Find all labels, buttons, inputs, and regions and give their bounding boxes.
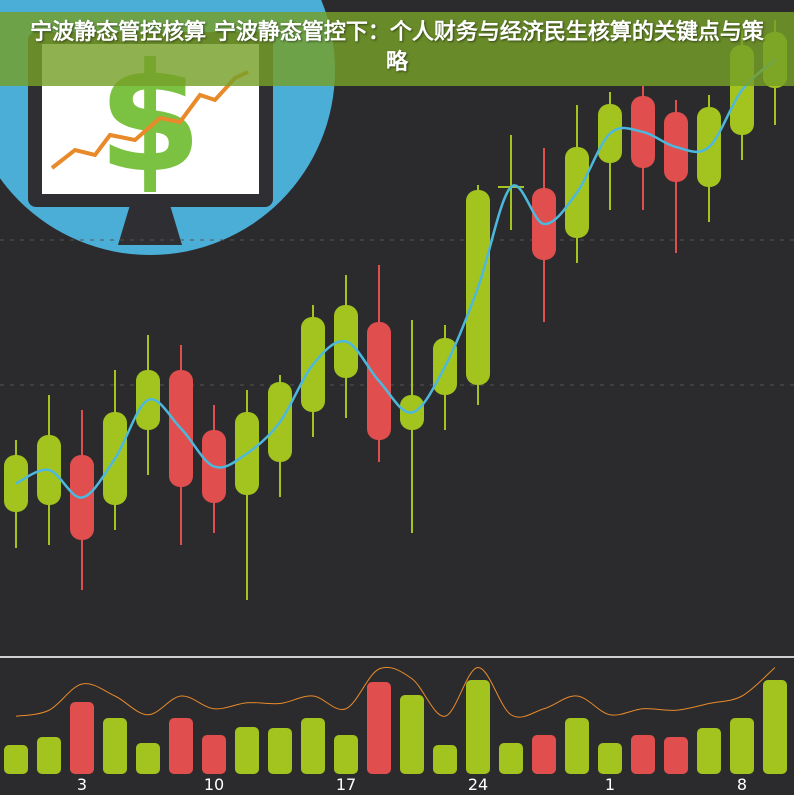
volume-bar bbox=[37, 737, 61, 774]
volume-bar bbox=[400, 695, 424, 774]
volume-bar bbox=[70, 702, 94, 774]
candle bbox=[301, 305, 325, 437]
volume-bar bbox=[103, 718, 127, 774]
candle bbox=[70, 410, 94, 590]
volume-bar bbox=[235, 727, 259, 774]
candle bbox=[136, 335, 160, 475]
volume-bar bbox=[466, 680, 490, 774]
volume-bar bbox=[334, 735, 358, 774]
candle bbox=[235, 390, 259, 600]
volume-bar bbox=[433, 745, 457, 774]
volume-bar bbox=[136, 743, 160, 774]
volume-bar bbox=[268, 728, 292, 774]
volume-bar bbox=[4, 745, 28, 774]
volume-bar bbox=[763, 680, 787, 774]
candle bbox=[4, 440, 28, 548]
volume-trend-line bbox=[15, 666, 776, 718]
moving-average-line bbox=[15, 59, 776, 499]
volume-bar bbox=[598, 743, 622, 774]
candle bbox=[498, 135, 524, 230]
candle bbox=[169, 345, 193, 545]
candle bbox=[466, 185, 490, 405]
candle bbox=[664, 100, 688, 253]
volume-bar bbox=[697, 728, 721, 774]
candle bbox=[268, 375, 292, 497]
volume-bar bbox=[202, 735, 226, 774]
volume-bar bbox=[499, 743, 523, 774]
title-banner bbox=[0, 12, 794, 86]
candle bbox=[631, 86, 655, 210]
candle bbox=[367, 265, 391, 462]
candle bbox=[103, 370, 127, 530]
volume-bar bbox=[631, 735, 655, 774]
x-tick-label: 17 bbox=[336, 775, 356, 794]
candle bbox=[565, 105, 589, 263]
volume-bar bbox=[730, 718, 754, 774]
volume-bar bbox=[664, 737, 688, 774]
grid-lines bbox=[0, 239, 794, 386]
volume-bar bbox=[367, 682, 391, 774]
candle bbox=[433, 325, 457, 430]
volume-bar bbox=[565, 718, 589, 774]
volume-bar bbox=[532, 735, 556, 774]
candle bbox=[532, 148, 556, 322]
x-tick-label: 8 bbox=[737, 775, 747, 794]
candle bbox=[697, 95, 721, 222]
candle bbox=[400, 320, 424, 533]
x-tick-label: 1 bbox=[605, 775, 615, 794]
volume-bar bbox=[301, 718, 325, 774]
x-tick-label: 3 bbox=[77, 775, 87, 794]
candle bbox=[202, 405, 226, 533]
candle bbox=[598, 92, 622, 210]
x-tick-label: 24 bbox=[468, 775, 488, 794]
volume-bar bbox=[169, 718, 193, 774]
page-title: 宁波静态管控核算 宁波静态管控下：个人财务与经济民生核算的关键点与策略 bbox=[30, 20, 764, 75]
x-tick-label: 10 bbox=[204, 775, 224, 794]
